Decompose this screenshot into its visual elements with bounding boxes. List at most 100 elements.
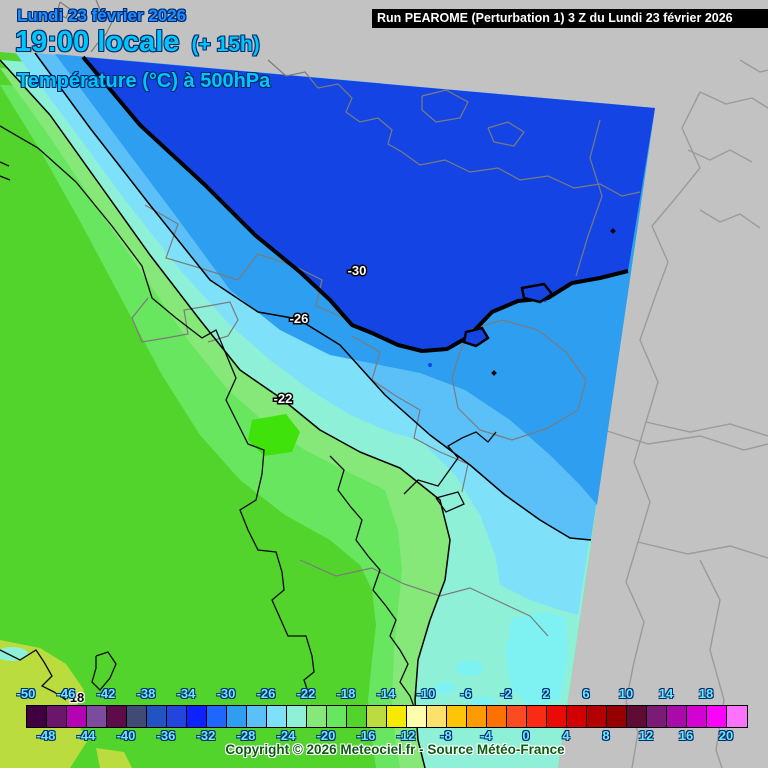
geo-border-gray: [603, 429, 768, 451]
scale-label--24: -24: [276, 728, 296, 743]
scale-cell--48: [47, 706, 67, 727]
scale-cell--8: [447, 706, 467, 727]
scale-cell-20: [727, 706, 747, 727]
geo-border-black: [0, 161, 10, 167]
scale-label--46: -46: [56, 686, 76, 701]
scale-cell--6: [467, 706, 487, 727]
scale-cell--34: [187, 706, 207, 727]
scale-label--26: -26: [256, 686, 276, 701]
scale-label--20: -20: [316, 728, 336, 743]
scale-label--16: -16: [356, 728, 376, 743]
scale-cell-18: [707, 706, 727, 727]
scale-label--28: -28: [236, 728, 256, 743]
scale-cell--20: [327, 706, 347, 727]
geo-border-gray: [699, 91, 768, 109]
model-run-banner: Run PEAROME (Perturbation 1) 3 Z du Lund…: [372, 9, 768, 28]
temp-patch: [435, 682, 455, 694]
geo-border-gray: [401, 151, 641, 197]
scale-label-12: 12: [638, 728, 654, 743]
scale-cell--14: [387, 706, 407, 727]
scale-cell--2: [507, 706, 527, 727]
geo-border-gray: [699, 559, 725, 768]
scale-cell--30: [227, 706, 247, 727]
scale-cell-10: [627, 706, 647, 727]
isotherm-line--26: [34, 52, 592, 541]
scale-cell--36: [167, 706, 187, 727]
scale-label-14: 14: [658, 686, 674, 701]
scale-label--50: -50: [16, 686, 36, 701]
scale-label--22: -22: [296, 686, 316, 701]
scale-cell-2: [547, 706, 567, 727]
copyright-notice: Copyright © 2026 Meteociel.fr - Source M…: [225, 742, 565, 757]
color-scale-bar: [26, 705, 748, 728]
scale-label--38: -38: [136, 686, 156, 701]
scale-label--34: -34: [176, 686, 196, 701]
scale-cell--24: [287, 706, 307, 727]
temp-patch: [505, 612, 568, 706]
scale-label--6: -6: [460, 686, 472, 701]
geo-border-gray: [637, 541, 768, 559]
temp-patch: [96, 748, 132, 768]
scale-cell--32: [207, 706, 227, 727]
geo-border-black: [91, 651, 117, 691]
scale-cell--10: [427, 706, 447, 727]
scale-label--8: -8: [440, 728, 452, 743]
scale-label-20: 20: [718, 728, 734, 743]
scale-cell-0: [527, 706, 547, 727]
scale-cell-16: [687, 706, 707, 727]
geo-border-black: [435, 491, 465, 513]
temp-band-royal-blue: [83, 57, 655, 351]
scale-label--48: -48: [36, 728, 56, 743]
temp-patch: [428, 363, 432, 367]
scale-cell--46: [67, 706, 87, 727]
scale-label--30: -30: [216, 686, 236, 701]
geo-border-gray: [739, 59, 768, 73]
scale-label--18: -18: [336, 686, 356, 701]
geo-border-gray: [487, 121, 525, 147]
scale-cell--4: [487, 706, 507, 727]
scale-label-10: 10: [618, 686, 634, 701]
scale-cell--50: [27, 706, 47, 727]
scale-cell--40: [127, 706, 147, 727]
scale-cell-6: [587, 706, 607, 727]
geo-border-gray: [421, 89, 469, 123]
temp-patch: [456, 660, 484, 676]
geo-border-gray: [687, 149, 753, 163]
temp-patch: [0, 647, 28, 661]
isotherm-closed-cell: [520, 282, 554, 304]
geo-border-gray: [351, 335, 469, 493]
scale-label-6: 6: [582, 686, 590, 701]
scale-cell-12: [647, 706, 667, 727]
scale-cell--22: [307, 706, 327, 727]
map-point-marker: [610, 228, 616, 234]
scale-label--42: -42: [96, 686, 116, 701]
geo-border-gray: [90, 0, 113, 53]
scale-cell-14: [667, 706, 687, 727]
valid-time-label: 19:00 locale (+ 15h): [15, 26, 260, 59]
geo-border-black: [0, 125, 315, 699]
scale-label-8: 8: [602, 728, 610, 743]
valid-time-text: 19:00 locale: [15, 26, 180, 58]
geo-border-gray: [645, 421, 768, 437]
parameter-label: Température (°C) à 500hPa: [17, 70, 271, 92]
scale-cell--38: [147, 706, 167, 727]
isotherm-line--22: [0, 59, 451, 768]
map-point-marker: [491, 370, 497, 376]
scale-cell--18: [347, 706, 367, 727]
scale-label--4: -4: [480, 728, 492, 743]
geo-border-gray: [144, 204, 345, 319]
geo-border-gray: [56, 1, 71, 19]
date-label: Lundi 23 février 2026: [17, 6, 187, 25]
scale-cell--16: [367, 706, 387, 727]
scale-cell--12: [407, 706, 427, 727]
scale-cell-4: [567, 706, 587, 727]
scale-label--14: -14: [376, 686, 396, 701]
scale-label--32: -32: [196, 728, 216, 743]
scale-label-0: 0: [522, 728, 530, 743]
scale-cell-8: [607, 706, 627, 727]
isotherm-label-dark: 18: [70, 690, 84, 705]
scale-label-18: 18: [698, 686, 714, 701]
scale-cell--26: [267, 706, 287, 727]
geo-border-black: [0, 175, 11, 181]
